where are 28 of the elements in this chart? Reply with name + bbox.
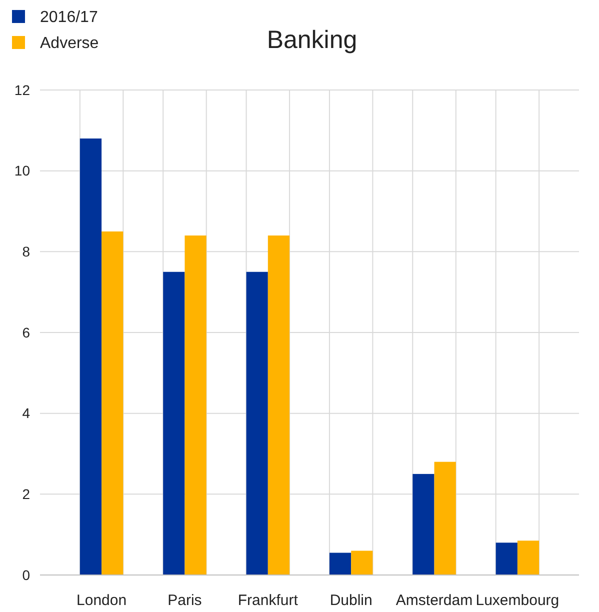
bar xyxy=(351,550,373,575)
x-tick-label: Dublin xyxy=(330,592,372,609)
legend-label: 2016/17 xyxy=(40,9,98,26)
y-tick-label: 12 xyxy=(14,82,30,98)
y-tick-label: 0 xyxy=(22,566,30,583)
bar xyxy=(329,552,352,575)
bar xyxy=(412,474,434,575)
y-tick-label: 2 xyxy=(22,486,30,502)
bar xyxy=(517,540,540,575)
y-tick-label: 8 xyxy=(22,244,30,260)
bar xyxy=(102,231,124,575)
y-tick-label: 4 xyxy=(22,405,30,422)
bar xyxy=(268,236,290,575)
bar xyxy=(163,272,185,575)
bar xyxy=(496,542,518,575)
y-tick-label: 6 xyxy=(22,324,30,340)
y-tick-label: 10 xyxy=(14,162,30,179)
bar xyxy=(184,236,206,575)
x-tick-label: Frankfurt xyxy=(238,592,299,609)
x-tick-label: London xyxy=(76,592,127,609)
bar xyxy=(434,462,456,575)
legend-label: Adverse xyxy=(40,35,99,52)
bar xyxy=(80,138,102,575)
bar xyxy=(246,272,268,575)
x-tick-label: Luxembourg xyxy=(476,592,560,609)
chart-title: Banking xyxy=(266,26,358,54)
x-tick-label: Amsterdam xyxy=(396,592,473,609)
x-tick-label: Paris xyxy=(168,592,202,609)
